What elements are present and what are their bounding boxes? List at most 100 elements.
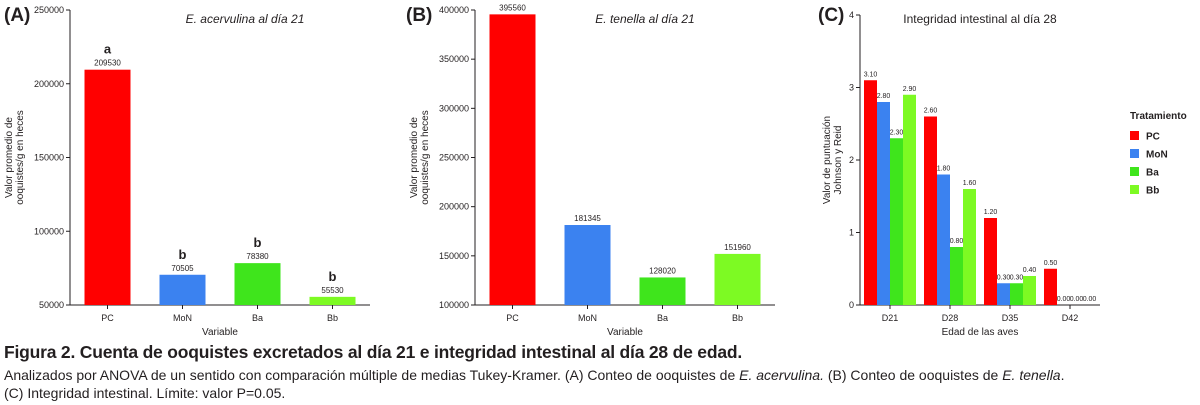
bar-value-label: 55530	[321, 286, 344, 295]
x-tick-label: D35	[1002, 313, 1019, 323]
x-tick-label: MoN	[578, 313, 597, 323]
caption-line-1: Analizados por ANOVA de un sentido con c…	[4, 366, 1194, 384]
bar-value-label: 0.00	[1057, 296, 1071, 303]
y-tick-label: 100000	[439, 300, 469, 310]
y-axis-label: Valor promedio de	[4, 117, 15, 198]
x-tick-label: D21	[882, 313, 899, 323]
x-tick-label: MoN	[173, 313, 192, 323]
bar-bb	[963, 189, 976, 305]
panel-letter: (C)	[818, 5, 844, 26]
legend-swatch	[1130, 167, 1139, 176]
bar-value-label: 1.20	[984, 209, 998, 216]
caption-line-2: (C) Integridad intestinal. Límite: valor…	[4, 385, 286, 401]
bar-value-label: 2.30	[890, 129, 904, 136]
bar	[639, 277, 686, 305]
bar-pc	[1044, 268, 1057, 305]
y-tick-label: 200000	[439, 202, 469, 212]
bar-value-label: 0.30	[997, 274, 1011, 281]
y-tick-label: 150000	[439, 251, 469, 261]
bar-value-label: 1.80	[937, 166, 951, 173]
bar-value-label: 2.90	[903, 86, 917, 93]
bar-value-label: 209530	[94, 59, 121, 68]
bar	[564, 225, 611, 305]
x-tick-label: PC	[506, 313, 519, 323]
y-tick-label: 1	[849, 228, 854, 238]
x-tick-label: PC	[101, 313, 114, 323]
bar-value-label: 181345	[574, 214, 601, 223]
y-tick-label: 4	[849, 10, 854, 20]
bar-value-label: 0.00	[1083, 296, 1097, 303]
x-tick-label: Bb	[732, 313, 743, 323]
panel-letter: (B)	[406, 5, 432, 26]
bar-value-label: 78380	[246, 252, 269, 261]
y-axis-label: Johnson y Reid	[833, 126, 844, 195]
y-tick-label: 150000	[34, 153, 64, 163]
y-axis-label: ooquistes/g en heces	[420, 110, 431, 205]
y-axis-label: Valor promedio de	[409, 117, 420, 198]
y-tick-label: 250000	[439, 153, 469, 163]
x-tick-label: Ba	[657, 313, 668, 323]
x-tick-label: Ba	[252, 313, 263, 323]
bar-value-label: 0.30	[1010, 274, 1024, 281]
y-tick-label: 100000	[34, 226, 64, 236]
x-axis-label: Edad de las aves	[942, 327, 1019, 338]
bar-value-label: 395560	[499, 3, 526, 12]
bar	[714, 253, 761, 305]
bar-value-label: 70505	[171, 264, 194, 273]
y-tick-label: 300000	[439, 103, 469, 113]
y-tick-label: 50000	[39, 300, 64, 310]
legend-swatch	[1130, 185, 1139, 194]
x-axis-label: Variable	[202, 327, 238, 338]
x-tick-label: D28	[942, 313, 959, 323]
legend-label: Ba	[1146, 168, 1159, 179]
legend-title: Tratamiento	[1130, 111, 1187, 122]
bar-value-label: 3.10	[864, 71, 878, 78]
bar-value-label: 1.60	[963, 180, 977, 187]
significance-letter: b	[179, 247, 187, 262]
bar-ba	[950, 247, 963, 305]
y-axis-label: ooquistes/g en heces	[15, 110, 26, 205]
bar-value-label: 0.80	[950, 238, 964, 245]
panel-letter: (A)	[4, 5, 30, 26]
caption-title: Figura 2. Cuenta de ooquistes excretados…	[4, 342, 743, 362]
bar-bb	[1023, 276, 1036, 305]
chart-title: Integridad intestinal al día 28	[903, 12, 1057, 26]
bar	[234, 263, 281, 305]
caption-line-1-suffix: .	[1060, 367, 1065, 383]
figure-charts: (A) E. acervulina al día 21 50000 100000 150…	[4, 3, 1187, 338]
x-tick-label: D42	[1062, 313, 1079, 323]
legend-swatch	[1130, 149, 1139, 158]
bar	[309, 296, 356, 305]
chart-title: E. acervulina al día 21	[186, 12, 305, 26]
y-tick-label: 0	[849, 300, 854, 310]
bar-mon	[937, 174, 950, 305]
caption-line-1-middle: (B) Conteo de ooquistes de	[823, 367, 1003, 383]
caption-line-1-prefix: Analizados por ANOVA de un sentido con c…	[4, 367, 740, 383]
y-tick-label: 350000	[439, 54, 469, 64]
figure-caption: Figura 2. Cuenta de ooquistes excretados…	[4, 342, 1194, 402]
x-axis-label: Variable	[607, 327, 643, 338]
significance-letter: b	[254, 235, 262, 250]
significance-letter: b	[329, 269, 337, 284]
bar-value-label: 128020	[649, 266, 676, 275]
y-tick-label: 200000	[34, 79, 64, 89]
bar-value-label: 0.40	[1023, 267, 1037, 274]
bar	[84, 69, 131, 305]
caption-species-b: E. tenella	[1002, 367, 1061, 383]
significance-letter: a	[104, 42, 112, 57]
y-tick-label: 2	[849, 155, 854, 165]
bar-mon	[997, 283, 1010, 305]
bar-mon	[877, 102, 890, 305]
legend-swatch	[1130, 131, 1139, 140]
bar-value-label: 151960	[724, 243, 751, 252]
x-tick-label: Bb	[327, 313, 338, 323]
bar-value-label: 0.00	[1070, 296, 1084, 303]
bar-value-label: 0.50	[1044, 260, 1058, 267]
bar	[489, 14, 536, 306]
y-axis-label: Valor de puntuación	[822, 116, 833, 204]
legend-label: MoN	[1146, 150, 1168, 161]
y-tick-label: 250000	[34, 5, 64, 15]
bar-value-label: 2.80	[877, 93, 891, 100]
bar	[159, 274, 206, 305]
bar-pc	[864, 80, 877, 305]
